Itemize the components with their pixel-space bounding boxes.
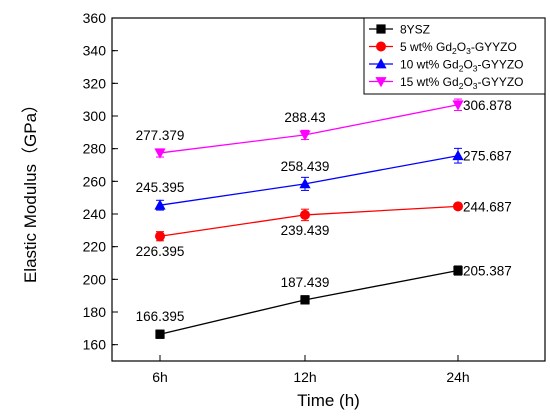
data-label: 244.687	[463, 199, 512, 214]
y-tick-label: 360	[83, 10, 107, 26]
legend-marker	[376, 24, 386, 34]
data-point	[154, 199, 166, 210]
y-tick-label: 200	[83, 271, 107, 287]
legend-marker	[375, 77, 387, 88]
legend-label-part: O	[463, 75, 472, 89]
data-label: 226.395	[136, 244, 185, 259]
y-tick-label: 160	[83, 337, 107, 353]
data-point	[154, 148, 166, 159]
legend-label-part: -GYYZO	[471, 40, 517, 54]
legend-label-part: 10 wt% Gd	[400, 58, 459, 72]
legend-entry-1: 5 wt% Gd2O3-GYYZO	[369, 40, 517, 56]
data-point	[300, 209, 310, 220]
data-point	[453, 265, 463, 276]
legend-label-part: 3	[473, 81, 478, 91]
data-label: 288.43	[284, 110, 325, 125]
legend-label-part: 2	[459, 64, 464, 74]
y-tick-label: 180	[83, 304, 107, 320]
legend-label-part: 2	[452, 46, 457, 56]
x-tick-label: 12h	[293, 369, 316, 385]
y-tick-label: 260	[83, 173, 107, 189]
y-tick-label: 300	[83, 108, 107, 124]
legend-label-part: O	[463, 58, 472, 72]
data-label: 275.687	[463, 149, 512, 164]
legend-label-part: 5 wt% Gd	[400, 40, 452, 54]
legend-label: 10 wt% Gd2O3-GYYZO	[400, 58, 524, 74]
data-label: 166.395	[136, 309, 185, 324]
series-layer	[154, 98, 464, 339]
series-0	[155, 265, 463, 339]
data-label: 306.878	[463, 98, 512, 113]
axes: 160 180 200 220 240 260 280 300 320 340 360 6h 12h 24…	[83, 10, 546, 385]
series-1	[155, 201, 463, 242]
y-tick-label: 280	[83, 141, 107, 157]
legend-label: 5 wt% Gd2O3-GYYZO	[400, 40, 517, 56]
data-label: 205.387	[463, 264, 512, 279]
data-label: 239.439	[281, 223, 330, 238]
legend-label-part: 3	[473, 64, 478, 74]
legend-label-part: O	[457, 40, 466, 54]
data-label: 258.439	[281, 159, 330, 174]
data-point	[452, 100, 464, 111]
legend-label: 8YSZ	[400, 23, 430, 37]
y-axis-title: Elastic Modulus（GPa）	[21, 96, 40, 283]
legend-label-part: 15 wt% Gd	[400, 75, 459, 89]
legend-box	[363, 17, 546, 95]
series-2	[154, 147, 464, 211]
data-point	[453, 201, 463, 212]
y-tick-label: 320	[83, 75, 107, 91]
legend-label-part: 8YSZ	[400, 23, 430, 37]
data-labels-layer: 166.395 187.439 205.387 226.395 239.439 244.6…	[136, 98, 512, 324]
data-point	[299, 178, 311, 189]
data-point	[452, 149, 464, 161]
data-label: 277.379	[136, 128, 185, 143]
data-label: 245.395	[136, 180, 185, 195]
series-3	[154, 98, 464, 159]
data-point	[300, 295, 310, 305]
x-tick-label: 6h	[152, 369, 168, 385]
legend-label-part: -GYYZO	[478, 75, 524, 89]
plot-frame	[111, 17, 546, 362]
legend-label: 15 wt% Gd2O3-GYYZO	[400, 75, 524, 91]
legend-entry-3: 15 wt% Gd2O3-GYYZO	[369, 75, 524, 91]
y-tick-label: 340	[83, 43, 107, 59]
x-tick-label: 24h	[446, 369, 469, 385]
legend-label-part: 3	[466, 46, 471, 56]
legend-marker	[376, 41, 386, 52]
y-tick-label: 220	[83, 239, 107, 255]
data-label: 187.439	[281, 275, 330, 290]
x-axis-title: Time (h)	[297, 391, 360, 410]
data-point	[299, 130, 311, 141]
legend-label-part: 2	[459, 81, 464, 91]
legend-marker	[375, 58, 387, 69]
data-point	[155, 231, 165, 242]
legend-label-part: -GYYZO	[478, 58, 524, 72]
legend-entry-0: 8YSZ	[369, 23, 430, 37]
y-tick-label: 240	[83, 206, 107, 222]
legend-entry-2: 10 wt% Gd2O3-GYYZO	[369, 58, 524, 74]
data-point	[155, 329, 165, 339]
